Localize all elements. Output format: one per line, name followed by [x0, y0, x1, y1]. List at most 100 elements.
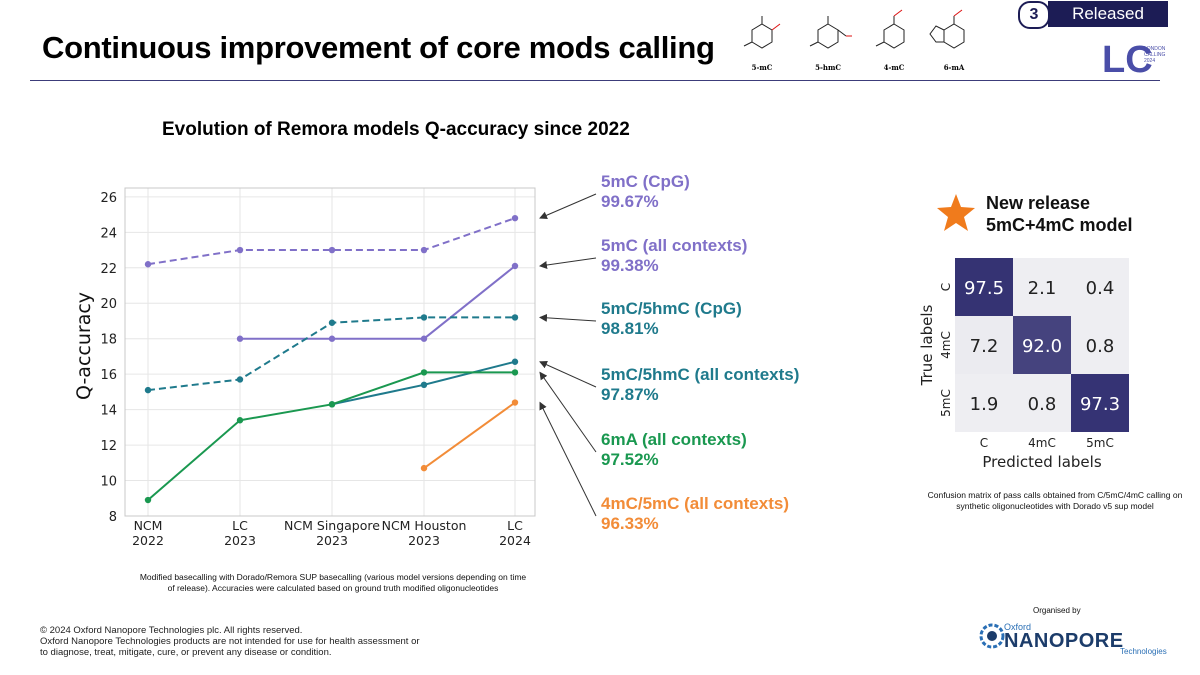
- x-tick-label: 2023: [408, 533, 440, 548]
- callout-arrow: [539, 257, 597, 269]
- matrix-cell-value: 0.8: [1028, 394, 1057, 415]
- released-badge: Released: [1048, 1, 1168, 27]
- callout-value: 98.81%: [601, 319, 659, 338]
- y-tick-label: 8: [109, 510, 117, 525]
- new-release-title: New release: [986, 193, 1091, 213]
- y-tick-label: 14: [100, 404, 117, 419]
- data-point-5mC_CpG: [420, 246, 428, 254]
- matrix-col-label: 4mC: [1028, 436, 1056, 450]
- matrix-cell-value: 7.2: [970, 336, 999, 357]
- callout-arrow: [539, 193, 597, 220]
- x-tick-label: 2023: [224, 533, 256, 548]
- series-line-4mC_all: [423, 401, 516, 469]
- callout-5hmC_CpG: 5mC/5hmC (CpG) 98.81%: [601, 299, 742, 339]
- molecule-label: 5-mC: [752, 63, 773, 72]
- data-point-5hmC_CpG: [511, 314, 519, 321]
- data-point-5mC_all: [236, 335, 244, 342]
- x-tick-label: NCM Singapore: [284, 518, 380, 533]
- x-tick-label: 2024: [499, 533, 531, 548]
- copyright-notice: © 2024 Oxford Nanopore Technologies plc.…: [40, 625, 420, 658]
- x-tick-label: NCM: [134, 518, 163, 533]
- matrix-cell-value: 0.4: [1086, 278, 1115, 299]
- data-point-5mC_CpG: [236, 246, 244, 254]
- series-line-5mC_all: [240, 265, 516, 340]
- callout-6mA_all: 6mA (all contexts) 97.52%: [601, 430, 747, 470]
- organised-by-label: Organised by: [1033, 606, 1081, 615]
- callout-value: 96.33%: [601, 514, 659, 533]
- y-tick-label: 16: [100, 368, 117, 383]
- y-tick-label: 26: [100, 191, 117, 206]
- data-point-5mC_all: [420, 335, 428, 342]
- matrix-y-axis-label: True labels: [918, 304, 936, 386]
- matrix-x-axis-label: Predicted labels: [982, 453, 1101, 471]
- matrix-row-label: 5mC: [939, 389, 953, 417]
- callout-4mC_all: 4mC/5mC (all contexts) 96.33%: [601, 494, 789, 534]
- chart-title: Evolution of Remora models Q-accuracy si…: [162, 119, 630, 140]
- x-tick-label: NCM Houston: [382, 518, 467, 533]
- plot-frame: [124, 187, 536, 517]
- callout-5mC_all: 5mC (all contexts) 99.38%: [601, 236, 747, 276]
- data-point-5mC_CpG: [328, 246, 336, 254]
- molecule-label: 6-mA: [944, 63, 965, 72]
- data-point-5hmC_all: [420, 381, 428, 388]
- callout-arrow: [539, 401, 597, 517]
- callout-name: 5mC (CpG): [601, 172, 690, 191]
- data-point-6mA_all: [144, 496, 152, 504]
- brand-technologies: Technologies: [1120, 647, 1167, 656]
- nanopore-logo-icon: [979, 623, 1005, 649]
- star-icon: [937, 194, 975, 231]
- disclaimer-line: to diagnose, treat, mitigate, cure, or p…: [40, 647, 332, 658]
- matrix-row-label: C: [939, 283, 953, 291]
- y-tick-label: 24: [100, 226, 117, 241]
- y-tick-label: 22: [100, 262, 117, 277]
- new-release-model: 5mC+4mC model: [986, 215, 1133, 235]
- data-point-4mC_all: [511, 399, 519, 406]
- disclaimer-line: Oxford Nanopore Technologies products ar…: [40, 636, 420, 647]
- y-tick-label: 10: [100, 475, 117, 490]
- callout-value: 99.38%: [601, 256, 659, 275]
- matrix-col-label: C: [980, 436, 988, 450]
- data-point-6mA_all: [328, 401, 336, 408]
- callout-arrow: [539, 360, 597, 388]
- matrix-cell: [955, 258, 1013, 316]
- series-line-5mC_CpG: [147, 217, 516, 266]
- matrix-cell-value: 97.5: [964, 278, 1004, 299]
- callout-value: 99.67%: [601, 192, 659, 211]
- data-point-5hmC_CpG: [328, 319, 336, 326]
- molecule-structures: 5-mC 5-hmC 4-mC 6-mA: [743, 9, 965, 72]
- data-point-4mC_all: [420, 464, 428, 472]
- y-tick-label: 12: [100, 439, 117, 454]
- callout-5mC_CpG: 5mC (CpG) 99.67%: [601, 172, 690, 212]
- molecule-4mc-icon: [875, 9, 905, 49]
- callout-arrow: [539, 313, 597, 322]
- lc-logo-text: CALLING: [1144, 52, 1166, 58]
- molecule-5mc-icon: [743, 16, 781, 49]
- lc-logo: LC LONDON CALLING 2024: [1102, 39, 1166, 76]
- callout-name: 5mC (all contexts): [601, 236, 748, 255]
- callout-name: 5mC/5hmC (CpG): [601, 299, 742, 318]
- matrix-cell: [1013, 258, 1071, 316]
- chart-caption: Modified basecalling with Dorado/Remora …: [139, 572, 527, 593]
- data-point-5hmC_all: [511, 358, 519, 365]
- y-tick-label: 18: [100, 333, 117, 348]
- callout-value: 97.52%: [601, 450, 659, 469]
- callout-value: 97.87%: [601, 385, 659, 404]
- callout-arrow: [539, 371, 597, 453]
- data-point-6mA_all: [511, 369, 519, 376]
- matrix-cell-value: 92.0: [1022, 336, 1062, 357]
- matrix-cell-value: 2.1: [1028, 278, 1057, 299]
- title-divider: [30, 80, 1160, 81]
- data-point-5mC_CpG: [511, 214, 519, 222]
- confusion-matrix-caption: Confusion matrix of pass calls obtained …: [927, 490, 1183, 511]
- data-point-5hmC_CpG: [420, 314, 428, 321]
- matrix-cell-value: 0.8: [1086, 336, 1115, 357]
- data-point-5hmC_CpG: [236, 376, 244, 383]
- callout-name: 5mC/5hmC (all contexts): [601, 365, 800, 384]
- matrix-cell: [1071, 258, 1129, 316]
- molecule-6ma-icon: [929, 9, 965, 49]
- data-point-5mC_all: [511, 262, 519, 270]
- lc-logo-letters: LC: [1102, 39, 1153, 76]
- matrix-cell-value: 1.9: [970, 394, 999, 415]
- molecule-5hmc-icon: [809, 16, 852, 49]
